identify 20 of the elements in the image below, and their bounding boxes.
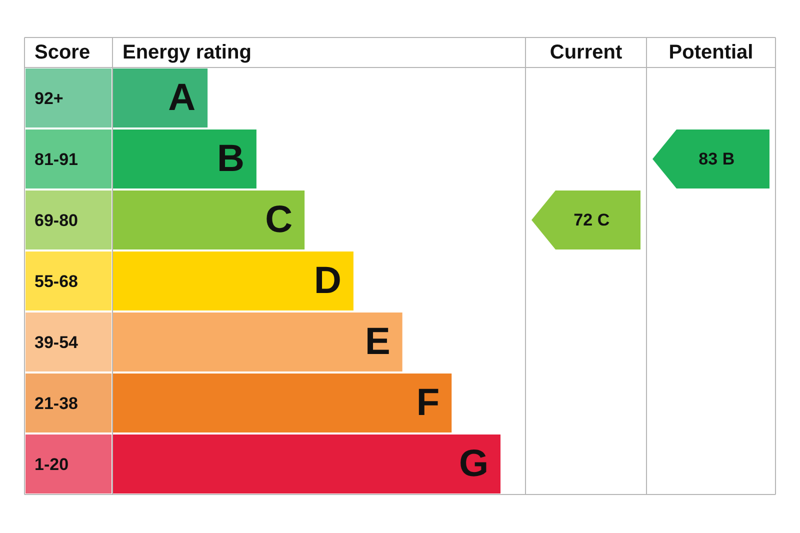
annotation: Energy rating [122, 42, 252, 64]
text: 55-68 [34, 272, 78, 291]
text: 1-20 [34, 455, 69, 474]
y-tick-label: B [217, 138, 244, 180]
text: 81-91 [34, 150, 78, 169]
y-tick-label: A [168, 77, 196, 119]
text: 69-80 [34, 211, 78, 230]
text: 72 C [574, 210, 610, 230]
text: 83 B [698, 150, 735, 168]
text: 92+ [34, 89, 64, 108]
text: 21-38 [34, 394, 78, 413]
y-tick-label: F [416, 382, 440, 424]
text: 39-54 [34, 333, 79, 352]
text: Potential [668, 42, 754, 64]
y-tick-label: C [265, 199, 293, 241]
y-tick-label: D [314, 260, 342, 302]
y-tick-label: E [364, 321, 390, 363]
y-tick-label: G [458, 443, 489, 485]
text: Score [34, 42, 90, 64]
text: Current [550, 42, 622, 64]
